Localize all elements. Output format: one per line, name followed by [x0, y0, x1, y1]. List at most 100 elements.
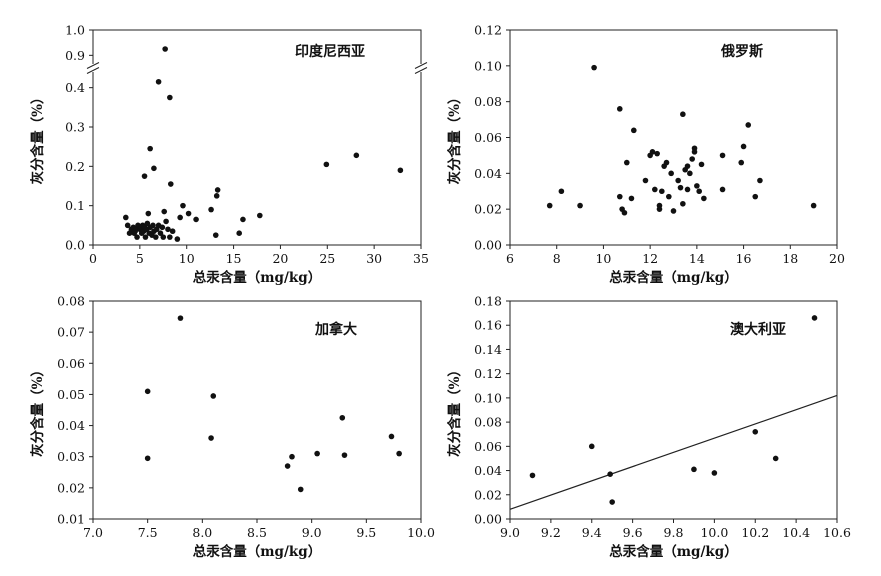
panel-title: 加拿大 — [314, 321, 357, 338]
data-point — [752, 193, 759, 200]
x-tick-label: 10.0 — [407, 525, 435, 540]
data-point — [621, 209, 628, 216]
plot-frame — [509, 300, 838, 520]
x-tick-label: 18 — [782, 251, 798, 266]
data-point — [177, 315, 184, 321]
x-tick-label: 10 — [179, 251, 195, 266]
x-tick-label: 9.5 — [356, 525, 376, 540]
data-point — [123, 214, 129, 221]
data-point — [144, 388, 151, 395]
plot-frame — [92, 300, 422, 520]
x-tick-label: 10.4 — [782, 525, 810, 540]
chart-panel-2: 6 8 10 12 14 16 18 20 0.00 0.02 0.04 0.06 0.08 0.10 0.… — [446, 23, 845, 287]
data-point — [341, 452, 348, 458]
data-point — [161, 208, 168, 215]
data-point — [165, 226, 171, 233]
y-tick-label: 0.00 — [474, 238, 502, 253]
data-point — [297, 486, 304, 493]
y-tick-label: 0.9 — [65, 48, 85, 63]
data-point — [240, 216, 246, 223]
axis-break-gap — [88, 64, 98, 72]
data-point — [236, 230, 242, 236]
axis-break-mark — [414, 67, 428, 74]
y-tick-label: 0.02 — [474, 487, 502, 502]
x-tick-label: 7.5 — [138, 525, 158, 540]
x-axis-title: 总汞含量（mg/kg） — [609, 269, 737, 286]
y-axis-title: 灰分含量（%） — [446, 363, 463, 457]
data-point — [142, 234, 149, 240]
data-point — [157, 230, 164, 236]
data-point — [193, 216, 199, 223]
chart-panel-1: 0 5 10 15 20 25 30 35 0.0 0.1 0.2 0.3 0.4 0.9 1.0 印度尼西亚… — [29, 23, 429, 287]
data-point — [656, 206, 663, 212]
data-point — [684, 186, 691, 193]
data-point — [160, 234, 167, 240]
data-point — [155, 78, 162, 85]
y-tick-label: 0.05 — [57, 387, 85, 402]
y-tick-label: 0.06 — [57, 356, 85, 371]
data-point — [757, 177, 763, 184]
data-point — [588, 443, 595, 450]
y-tick-label: 0.04 — [474, 166, 502, 181]
data-point — [772, 455, 779, 462]
data-point — [169, 228, 176, 235]
data-point — [388, 433, 395, 440]
data-point — [323, 161, 330, 168]
data-point — [144, 455, 151, 462]
data-point — [680, 200, 686, 207]
data-point — [677, 184, 684, 191]
y-tick-label: 0.02 — [474, 202, 502, 217]
data-point — [353, 152, 360, 159]
y-axis-title: 灰分含量（%） — [29, 363, 46, 457]
data-point — [670, 208, 677, 214]
x-tick-label: 35 — [413, 251, 429, 266]
x-tick-label: 10.2 — [741, 525, 769, 540]
y-tick-label: 0.08 — [474, 415, 502, 430]
data-point — [659, 188, 665, 195]
y-tick-label: 0.04 — [57, 418, 85, 433]
data-point — [663, 159, 670, 166]
data-point — [185, 210, 192, 217]
data-point — [210, 393, 217, 399]
x-tick-label: 20 — [829, 251, 845, 266]
x-axis-title: 总汞含量（mg/kg） — [193, 543, 321, 560]
y-tick-label: 0.03 — [57, 449, 85, 464]
panel-title: 印度尼西亚 — [295, 43, 365, 60]
data-point — [167, 181, 174, 187]
data-point — [214, 187, 221, 193]
data-point — [698, 161, 705, 168]
data-point — [654, 150, 660, 157]
data-point — [628, 195, 635, 202]
data-point — [696, 188, 702, 195]
data-point — [738, 159, 745, 166]
x-tick-label: 10 — [595, 251, 611, 266]
data-point — [684, 163, 691, 169]
data-point — [616, 193, 623, 200]
y-tick-label: 0.0 — [65, 238, 85, 253]
data-point — [208, 206, 214, 213]
data-point — [289, 453, 295, 460]
data-point — [151, 165, 157, 172]
y-tick-label: 1.0 — [65, 23, 85, 38]
data-point — [810, 202, 817, 209]
panel-title: 俄罗斯 — [720, 43, 763, 60]
x-tick-label: 9.4 — [582, 525, 602, 540]
data-point — [397, 167, 404, 174]
data-point — [314, 450, 320, 457]
x-tick-label: 5 — [136, 251, 144, 266]
data-point — [162, 46, 168, 52]
x-axis-title: 总汞含量（mg/kg） — [609, 543, 737, 560]
data-point — [649, 149, 656, 155]
data-point — [144, 220, 151, 227]
chart-panel-3: 7.0 7.5 8.0 8.5 9.0 9.5 10.0 0.01 0.02 0.03 0.04 0.… — [29, 294, 435, 561]
x-tick-label: 7.0 — [83, 525, 103, 540]
x-tick-label: 9.0 — [302, 525, 322, 540]
data-point — [134, 234, 140, 240]
data-point — [396, 450, 402, 457]
plot-frame — [92, 29, 422, 246]
x-tick-label: 20 — [272, 251, 288, 266]
data-point — [177, 214, 183, 221]
data-point — [159, 224, 166, 231]
axis-break-mark — [86, 62, 100, 69]
data-point — [719, 186, 726, 193]
